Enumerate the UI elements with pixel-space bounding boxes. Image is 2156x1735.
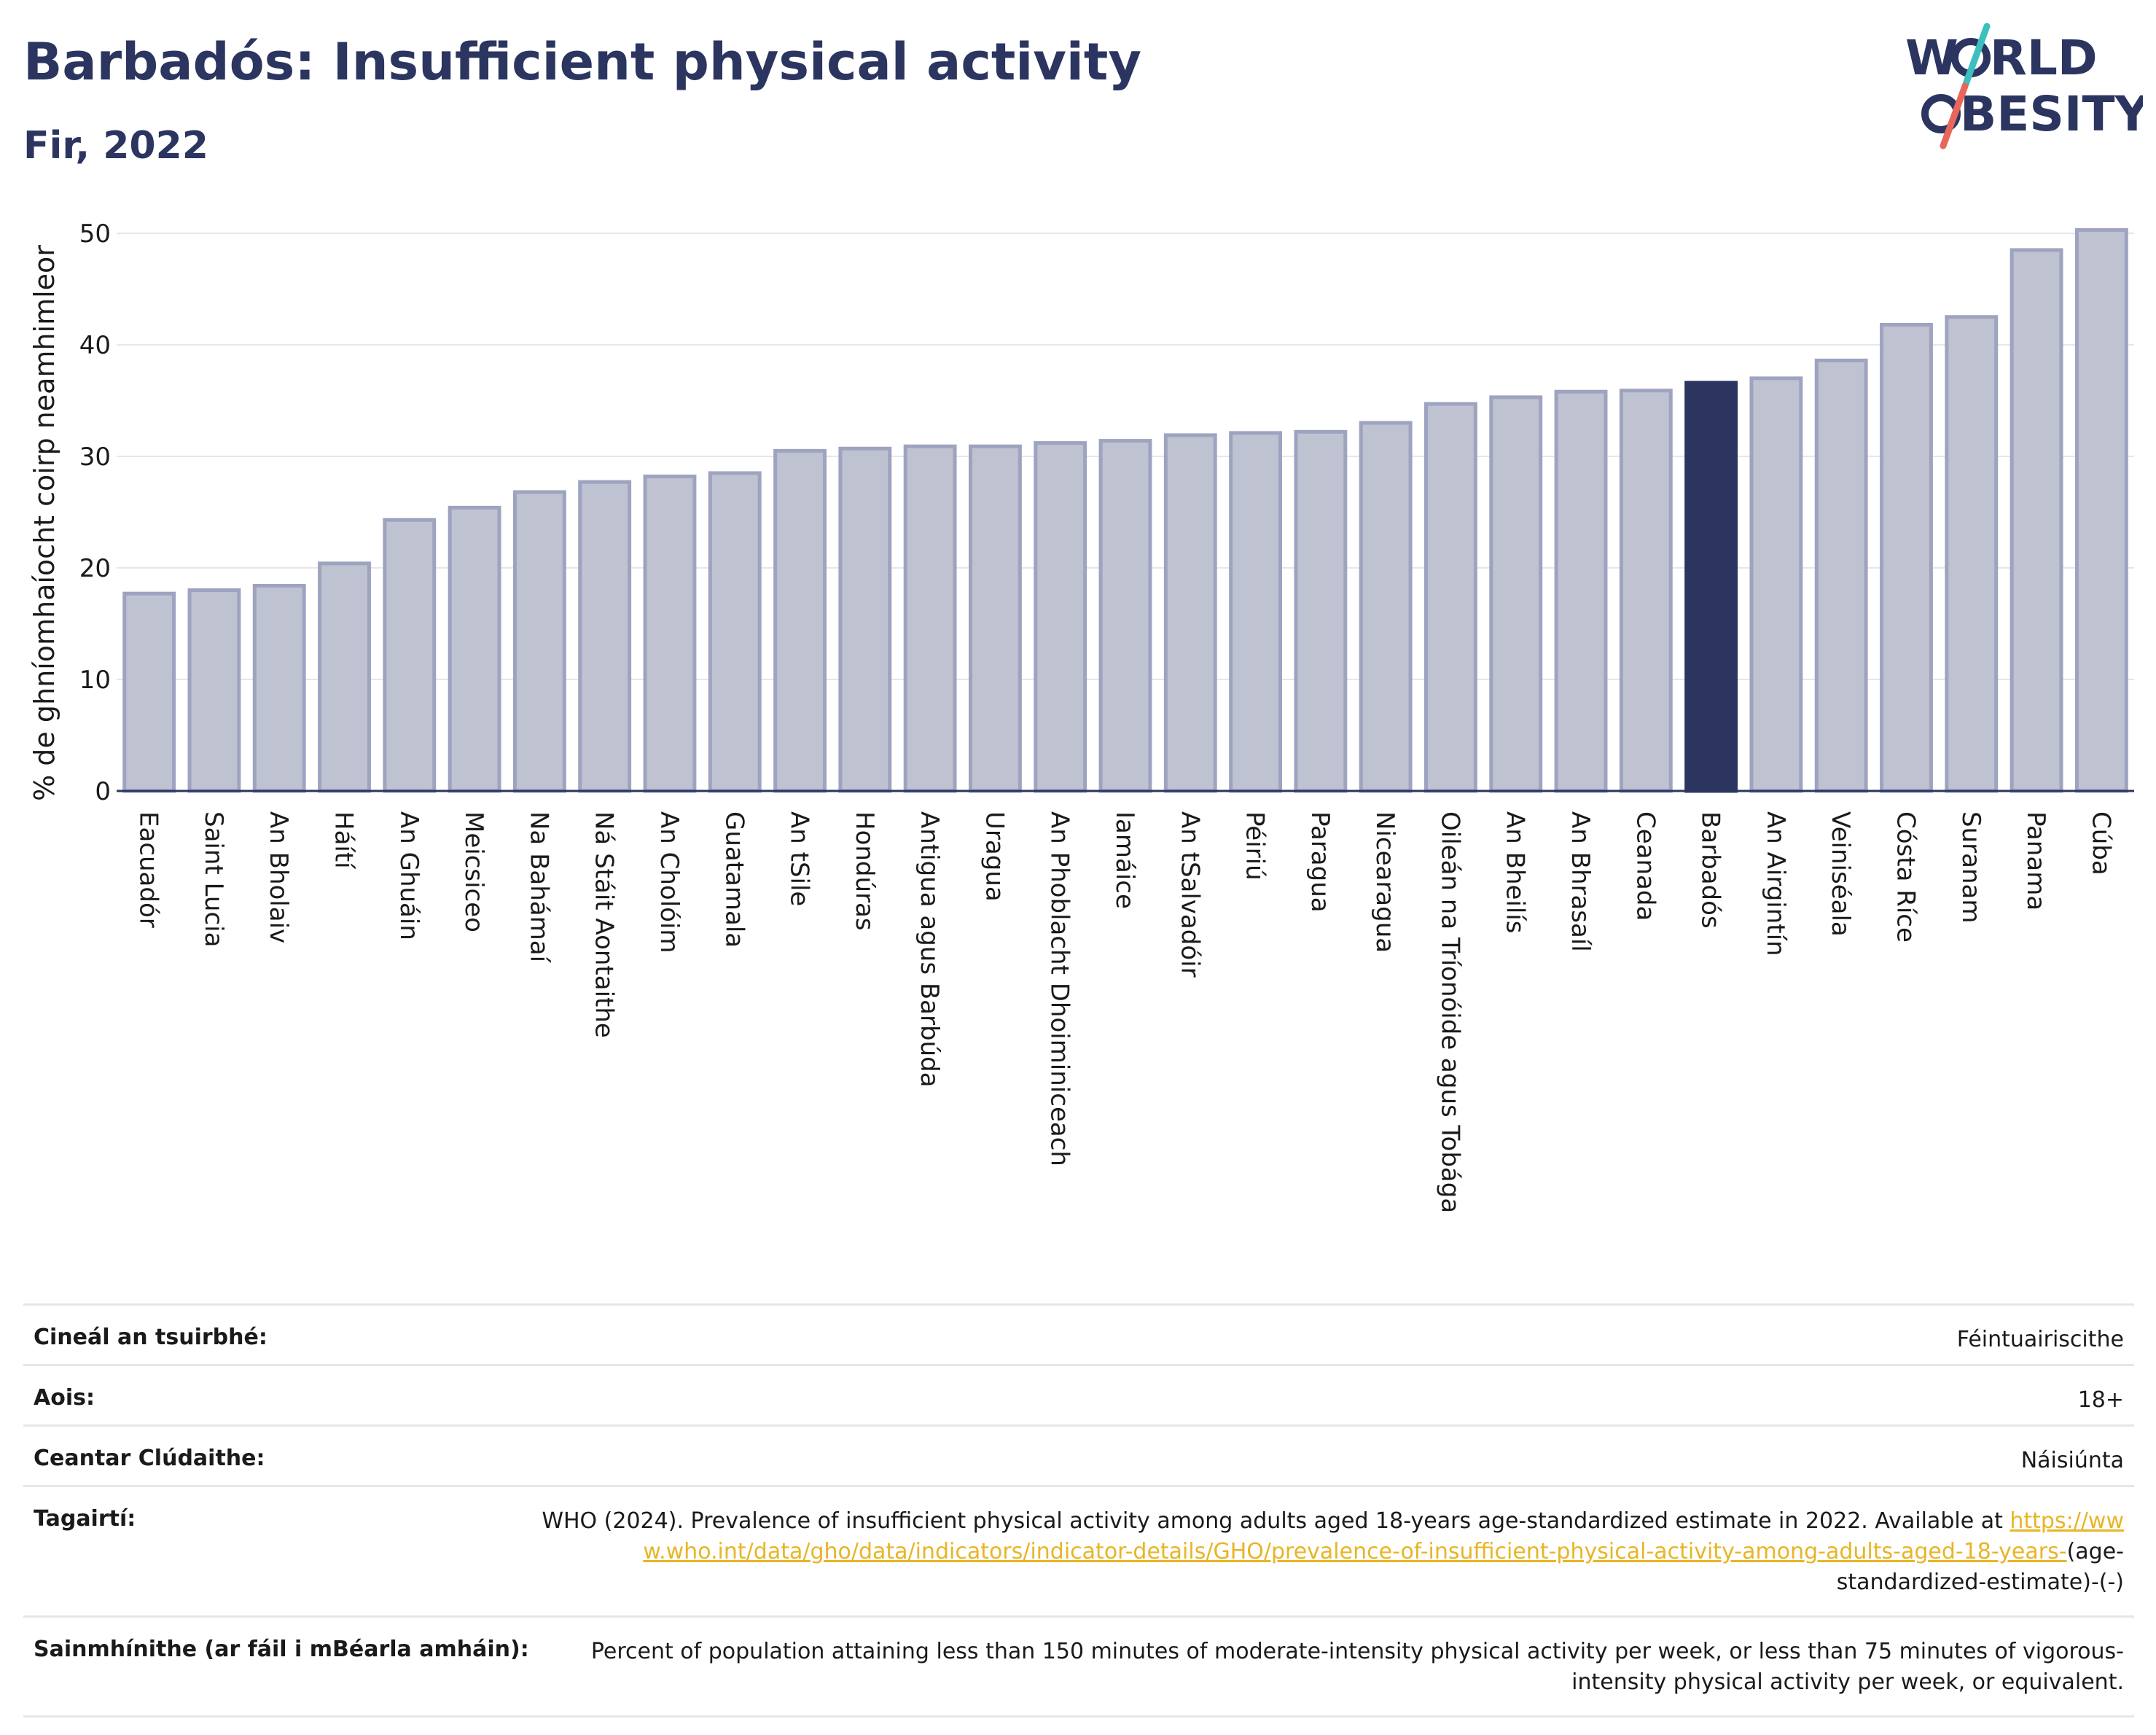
x-category-label: Meicsiceo xyxy=(459,811,488,932)
info-row-survey-type: Cineál an tsuirbhé: Féintuairiscithe xyxy=(23,1303,2134,1364)
x-category-label: An Bholaiv xyxy=(264,811,293,943)
bar xyxy=(1814,358,1868,793)
info-value: Féintuairiscithe xyxy=(1956,1327,2124,1352)
info-value: 18+ xyxy=(2077,1387,2124,1413)
bar xyxy=(2074,227,2128,793)
x-category-label: Eacuadór xyxy=(134,811,163,928)
bar xyxy=(1424,402,1477,793)
x-category-label: An Ghuáin xyxy=(394,811,423,940)
y-tick-label: 0 xyxy=(95,777,111,806)
y-tick-label: 30 xyxy=(79,442,111,472)
x-category-label: An Bhrasaíl xyxy=(1566,811,1595,952)
bar xyxy=(1749,376,1803,793)
x-category-label: Veiniséala xyxy=(1826,811,1855,937)
x-category-label: An Cholóim xyxy=(655,811,684,954)
x-category-label: Cósta Ríce xyxy=(1891,811,1920,943)
info-table: Cineál an tsuirbhé: Féintuairiscithe Aoi… xyxy=(23,1303,2134,1718)
world-obesity-logo: W RLD BESITY xyxy=(1905,23,2143,149)
x-category-label: Panama xyxy=(2021,811,2050,911)
y-tick-label: 40 xyxy=(79,331,111,360)
info-label: Ceantar Clúdaithe: xyxy=(34,1446,265,1471)
bar xyxy=(252,583,306,793)
info-label: Aois: xyxy=(34,1385,95,1411)
bar xyxy=(968,444,1022,793)
x-category-label: Hondúras xyxy=(850,811,879,931)
y-tick-label: 50 xyxy=(79,219,111,249)
info-label: Tagairtí: xyxy=(34,1506,136,1532)
x-category-label: Péiriú xyxy=(1241,811,1270,881)
bar xyxy=(512,490,566,793)
x-category-label: Saint Lucia xyxy=(199,811,228,947)
x-category-label: Nicearagua xyxy=(1370,811,1399,953)
y-tick-label: 20 xyxy=(79,554,111,583)
info-row-age: Aois: 18+ xyxy=(23,1364,2134,1424)
reference-suffix: (age-standardized-estimate)-(-) xyxy=(1836,1539,2124,1595)
logo-slash-coral xyxy=(1940,82,1969,149)
bar xyxy=(1684,381,1738,793)
y-axis-title: % de ghníomhaíocht coirp neamhimleor xyxy=(28,245,60,801)
page-subtitle: Fir, 2022 xyxy=(23,124,208,168)
x-category-label: Uragua xyxy=(980,811,1009,902)
bar xyxy=(2009,248,2063,793)
x-category-label: An tSile xyxy=(785,811,814,906)
reference-text: WHO (2024). Prevalence of insufficient p… xyxy=(542,1508,2003,1534)
x-category-label: Oileán na Tríonóide agus Tobága xyxy=(1435,811,1464,1213)
x-category-label: Na Bahámaí xyxy=(524,811,553,964)
logo-word-besity: BESITY xyxy=(1960,86,2143,142)
info-value: Percent of population attaining less tha… xyxy=(590,1639,2124,1695)
bar xyxy=(1229,431,1283,793)
bar xyxy=(1619,389,1673,793)
bar xyxy=(187,588,241,793)
logo-letter-w: W xyxy=(1905,30,1958,86)
logo-slash-teal xyxy=(1961,23,1991,90)
bar xyxy=(838,446,892,793)
bar xyxy=(1163,433,1217,793)
x-category-label: An Airgintín xyxy=(1761,811,1790,956)
x-category-label: Antigua agus Barbúda xyxy=(915,811,944,1088)
info-row-references: Tagairtí: WHO (2024). Prevalence of insu… xyxy=(23,1485,2134,1615)
x-category-label: Barbadós xyxy=(1696,811,1725,929)
x-category-label: An Phoblacht Dhoiminiceach xyxy=(1045,811,1074,1166)
bar xyxy=(773,448,827,793)
bar xyxy=(1554,389,1608,793)
y-tick-label: 10 xyxy=(79,666,111,695)
x-category-label: Cúba xyxy=(2086,811,2115,876)
bar-chart: 0 10 20 30 40 50 % de ghníomhaíocht coirp neam… xyxy=(28,219,2134,1213)
bar xyxy=(903,444,957,793)
bar xyxy=(1359,421,1413,793)
info-label: Cineál an tsuirbhé: xyxy=(34,1325,267,1350)
page-title: Barbadós: Insufficient physical activity xyxy=(23,32,1141,92)
info-value: Náisiúnta xyxy=(2020,1448,2124,1473)
x-category-label: An Bheilís xyxy=(1501,811,1530,933)
info-label: Sainmhínithe (ar fáil i mBéarla amháin): xyxy=(34,1637,529,1662)
info-row-definitions: Sainmhínithe (ar fáil i mBéarla amháin):… xyxy=(23,1615,2134,1718)
info-row-coverage: Ceantar Clúdaithe: Náisiúnta xyxy=(23,1424,2134,1485)
bar xyxy=(1945,315,1999,793)
reference-link[interactable]: https://www.who.int/data/gho/data/indica… xyxy=(643,1508,2124,1564)
bar xyxy=(643,475,697,793)
bar xyxy=(708,471,762,793)
logo-word-rld: RLD xyxy=(1990,30,2098,86)
bar xyxy=(578,480,632,793)
bar xyxy=(1098,439,1152,793)
x-category-label: An tSalvadóir xyxy=(1175,811,1204,978)
x-category-label: Suranam xyxy=(1956,811,1985,923)
bar xyxy=(1034,441,1087,793)
x-category-label: Guatamala xyxy=(719,811,749,948)
info-value: WHO (2024). Prevalence of insufficient p… xyxy=(535,1506,2124,1598)
bar xyxy=(448,505,501,793)
bar xyxy=(383,518,437,793)
bar xyxy=(1880,322,1933,793)
bar xyxy=(122,591,176,793)
x-category-label: Ceanada xyxy=(1630,811,1660,921)
bar xyxy=(1294,429,1348,793)
bar xyxy=(1489,395,1543,793)
bar xyxy=(318,561,371,793)
x-category-label: Ná Stáit Aontaithe xyxy=(590,811,619,1038)
x-category-label: Háítí xyxy=(329,811,359,870)
x-category-label: Iamáice xyxy=(1110,811,1139,909)
x-category-label: Paragua xyxy=(1305,811,1335,913)
